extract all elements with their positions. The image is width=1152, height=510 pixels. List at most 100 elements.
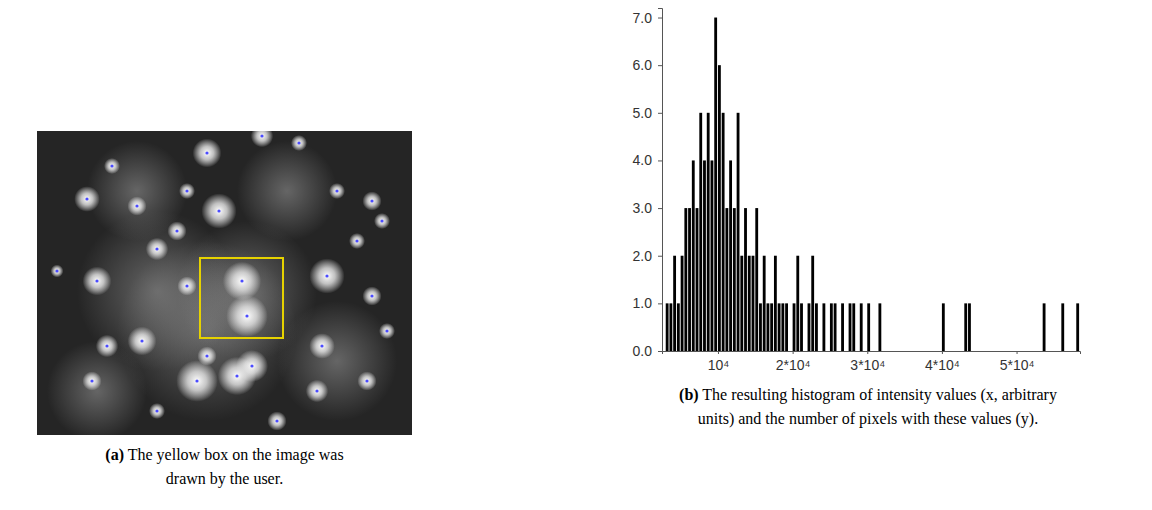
detected-dot [205,151,208,154]
tick-label: 5*10⁴ [1000,357,1035,373]
bar [763,256,766,351]
bar [1017,351,1020,352]
caption-line: (b) The resulting histogram of intensity… [679,386,1057,404]
detected-dot [320,344,323,347]
bar [864,351,867,352]
bar [669,303,672,351]
bar [696,208,699,351]
bar [961,351,964,352]
bar [699,113,702,351]
detected-dot [240,279,243,282]
bar [722,113,725,351]
bar [852,303,855,351]
bar [931,351,934,352]
image-spot [104,158,120,174]
detected-dot [205,354,208,357]
image-glow [237,141,337,241]
bar [860,303,863,351]
bar [878,303,881,351]
bar [923,351,926,352]
tick: 5.0 [633,105,662,121]
bar [856,351,859,352]
tick: 3*10⁴ [850,351,885,373]
image-spot [82,371,101,390]
tick-mark [658,256,662,257]
image-spot [223,262,261,300]
image-spot [179,183,195,199]
image-spot [149,403,165,419]
bar [1035,351,1038,352]
bar [714,18,717,351]
detected-dot [385,329,388,332]
bar [886,351,889,352]
bar [1002,351,1005,352]
detected-dot [175,229,178,232]
bar [819,351,822,352]
tick-label: 2.0 [633,248,653,264]
bar [800,303,803,351]
bar [949,351,952,352]
bar [1028,351,1031,352]
caption-text: units) and the number of pixels with the… [698,410,1038,428]
bar [759,303,762,351]
bar [1073,351,1076,352]
image-spot [251,131,273,147]
image-spot [309,333,335,359]
bar [912,351,915,352]
bar [1009,351,1012,352]
detected-dot [335,189,338,192]
image-spot [362,191,381,210]
detected-dot [235,374,238,377]
bar [1046,351,1049,352]
bar [938,351,941,352]
bar [811,256,814,351]
bar [767,303,770,351]
detected-dot [355,239,358,242]
tick: 3.0 [633,200,662,216]
bar [748,256,751,351]
image-spot [218,357,256,395]
detected-dot [55,269,58,272]
bar [987,351,990,352]
tick-label: 6.0 [633,57,653,73]
bar [725,208,728,351]
image-spot [379,323,395,339]
tick: 4.0 [633,152,662,168]
image-spot [357,371,376,390]
bar [976,351,979,352]
bar [972,351,975,352]
bar [1054,351,1057,352]
bar [957,351,960,352]
tick-label: 0.0 [633,343,653,359]
bar [1065,351,1068,352]
image-glow [277,301,397,421]
bar [1039,351,1042,352]
caption-line: drawn by the user. [166,470,283,488]
caption-text: The yellow box on the image was [124,446,344,464]
detected-dot [370,294,373,297]
tick-mark [718,351,719,354]
bar [808,303,811,351]
tick-label: 5.0 [633,105,653,121]
tick-label: 2*10⁴ [776,357,811,373]
tick-label: 4*10⁴ [925,357,960,373]
detected-dot [110,164,113,167]
bar [934,351,937,352]
bar [778,303,781,351]
image-spot [167,221,186,240]
tick: 6.0 [633,57,662,73]
detected-dot [245,314,248,317]
image-spot [267,411,286,430]
histogram-panel: 10⁴2*10⁴3*10⁴4*10⁴5*10⁴0.01.02.03.04.05.… [633,9,1081,373]
bar [770,303,773,351]
image-spot [177,276,196,295]
bar [920,351,923,352]
image-spot [146,238,168,260]
detected-dot [250,364,253,367]
bar [804,351,807,352]
bar [673,256,676,351]
bar [990,351,993,352]
detected-dot [155,409,158,412]
bar [733,208,736,351]
caption: (a) The yellow box on the image wasdrawn… [105,446,343,488]
